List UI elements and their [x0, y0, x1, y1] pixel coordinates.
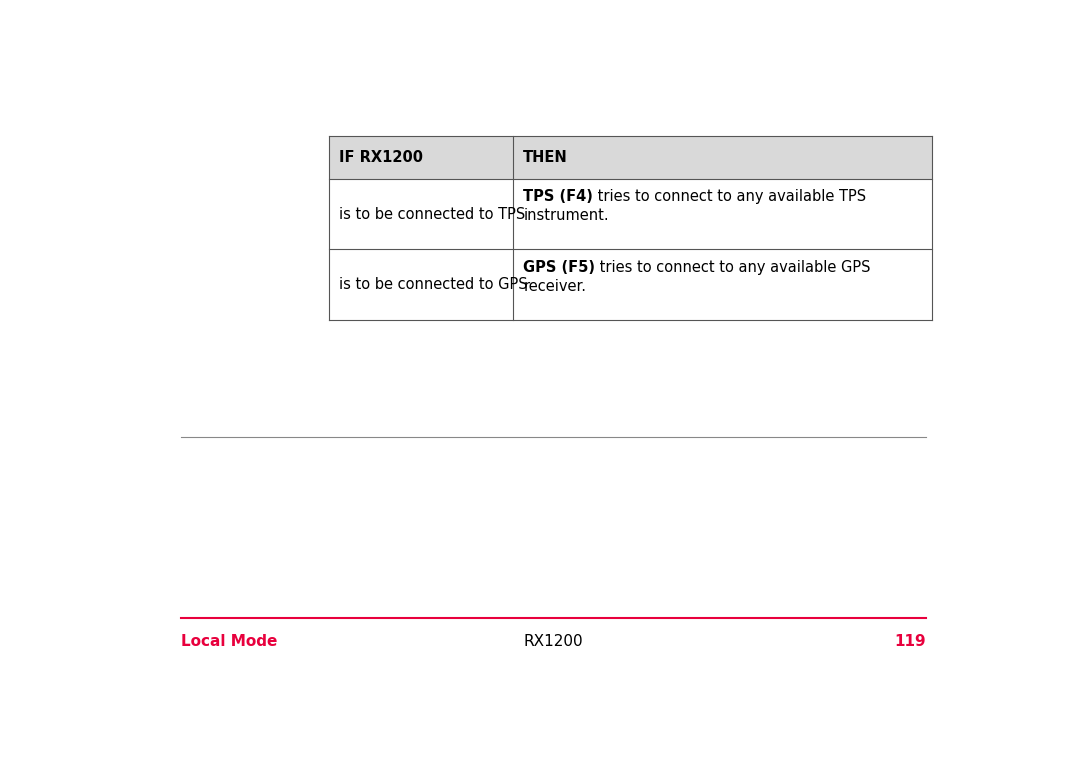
Text: is to be connected to TPS: is to be connected to TPS [339, 207, 526, 221]
Text: TPS (F4): TPS (F4) [524, 189, 593, 205]
Text: instrument.: instrument. [524, 208, 609, 223]
Text: THEN: THEN [524, 150, 568, 165]
Text: IF RX1200: IF RX1200 [339, 150, 423, 165]
Text: tries to connect to any available GPS: tries to connect to any available GPS [595, 260, 870, 275]
Bar [329, 136, 932, 178]
Text: 119: 119 [894, 634, 926, 649]
Text: receiver.: receiver. [524, 279, 586, 294]
Text: GPS (F5): GPS (F5) [524, 260, 595, 275]
Text: is to be connected to GPS: is to be connected to GPS [339, 277, 528, 293]
Text: Local Mode: Local Mode [181, 634, 278, 649]
Text: tries to connect to any available TPS: tries to connect to any available TPS [593, 189, 866, 205]
Text: RX1200: RX1200 [524, 634, 583, 649]
